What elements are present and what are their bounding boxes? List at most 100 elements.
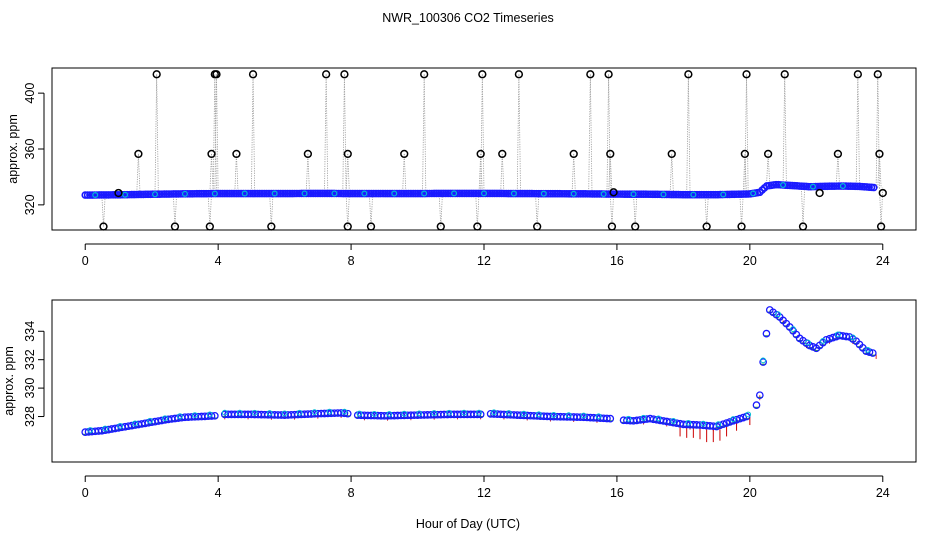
top-spike-connector	[634, 194, 638, 227]
top-spike-point	[833, 149, 843, 159]
top-spike-connector	[368, 193, 372, 227]
top-x-tick-label: 8	[348, 254, 355, 268]
top-baseline-point	[331, 190, 338, 197]
top-spike-connector	[784, 74, 787, 186]
bottom-series-accent	[221, 409, 228, 416]
bottom-series-accent	[565, 412, 572, 419]
top-spike-connector	[802, 186, 806, 227]
top-spike-connector	[475, 193, 478, 227]
bottom-series-accent	[864, 347, 871, 353]
bottom-series-point	[736, 414, 744, 423]
top-spike-connector	[706, 194, 709, 227]
top-spike-connector	[766, 153, 769, 186]
bottom-series-accent	[431, 410, 438, 416]
top-spike-connector	[403, 153, 407, 194]
top-baseline-point	[510, 190, 517, 197]
top-spike-connector	[480, 74, 483, 194]
top-spike-connector	[879, 153, 882, 188]
bottom-x-tick-label: 4	[215, 486, 222, 500]
top-spike-connector	[174, 193, 178, 227]
top-spike-connector	[608, 74, 611, 195]
top-spike-connector	[101, 194, 104, 227]
bottom-series-accent	[177, 413, 183, 420]
bottom-x-tick-label: 8	[348, 486, 355, 500]
bottom-series-accent	[401, 410, 408, 417]
bottom-series-point	[732, 415, 741, 424]
top-baseline-point	[750, 190, 757, 197]
top-spike-connector	[686, 74, 689, 195]
top-spike-connector	[478, 153, 482, 194]
bottom-series-accent	[580, 412, 587, 419]
top-spike-point	[340, 70, 349, 79]
top-baseline-point	[181, 190, 188, 197]
bottom-series-accent	[520, 410, 527, 417]
bottom-series-accent	[835, 331, 841, 338]
bottom-series-accent	[147, 417, 153, 424]
bottom-series-accent	[700, 420, 707, 427]
bottom-series-accent	[371, 410, 378, 417]
top-spike-point	[476, 149, 485, 159]
top-baseline-point	[690, 191, 697, 198]
top-spike-connector	[154, 74, 158, 195]
bottom-series-accent	[281, 410, 288, 417]
bottom-series-point	[603, 414, 611, 423]
top-baseline-point	[720, 191, 727, 198]
bottom-series-accent	[775, 311, 781, 318]
bottom-series-accent	[640, 414, 647, 421]
top-spike-point	[343, 149, 352, 159]
top-spike-point	[607, 222, 617, 231]
top-baseline-point	[630, 191, 637, 198]
top-spike-connector	[857, 74, 860, 187]
top-spike-connector	[307, 153, 310, 194]
bottom-series-accent	[446, 409, 453, 416]
top-axes: 0 4 8 12 16 20 24 320 360 400	[23, 83, 890, 268]
top-spike-connector	[877, 74, 880, 188]
top-baseline-point	[421, 190, 428, 197]
bottom-series-point	[759, 358, 767, 366]
bottom-series-accent	[476, 409, 482, 416]
top-spike-connector	[500, 153, 503, 194]
bottom-series-accent	[341, 408, 348, 415]
top-spike-point	[267, 222, 276, 231]
bottom-series-accent	[745, 411, 752, 418]
top-spike-connector	[875, 74, 879, 188]
bottom-series-accent	[670, 418, 677, 424]
top-spike-connector	[211, 153, 214, 194]
top-spike-point	[873, 70, 882, 79]
top-spike-point	[212, 70, 221, 79]
top-spike-point	[498, 149, 507, 159]
top-spike-connector	[782, 74, 786, 186]
top-spike-connector	[344, 74, 347, 194]
top-spike-connector	[209, 193, 212, 227]
bottom-y-tick-label: 332	[23, 349, 37, 370]
chart-title: NWR_100306 CO2 Timeseries	[382, 11, 554, 25]
top-spike-connector	[573, 153, 576, 194]
bottom-series-accent	[760, 357, 767, 364]
bottom-series-accent	[326, 408, 333, 415]
bottom-plot-frame	[51, 299, 917, 463]
top-spike-connector	[250, 74, 254, 194]
top-outlier-point	[114, 188, 123, 198]
top-spike-connector	[481, 74, 485, 194]
top-baseline-point	[600, 190, 607, 197]
bottom-series-accent	[715, 421, 722, 428]
top-spike-connector	[236, 153, 239, 194]
top-spike-point	[366, 222, 376, 231]
top-baseline-point	[271, 190, 278, 197]
top-spike-point	[207, 149, 216, 159]
top-spike-connector	[345, 153, 349, 194]
top-spike-connector	[536, 193, 540, 227]
bottom-series-accent	[102, 425, 109, 432]
top-spike-connector	[609, 153, 613, 195]
top-spike-connector	[423, 74, 427, 194]
top-spike-point	[737, 222, 746, 231]
bottom-series-accent	[730, 416, 737, 422]
top-baseline-point	[301, 190, 308, 197]
top-spike-point	[436, 222, 445, 231]
top-spike-connector	[687, 74, 691, 195]
top-spike-point	[780, 70, 789, 79]
top-spike-connector	[704, 194, 708, 227]
top-spike-connector	[571, 153, 575, 194]
top-y-tick-label: 400	[23, 83, 37, 104]
top-baseline-point	[780, 182, 787, 189]
